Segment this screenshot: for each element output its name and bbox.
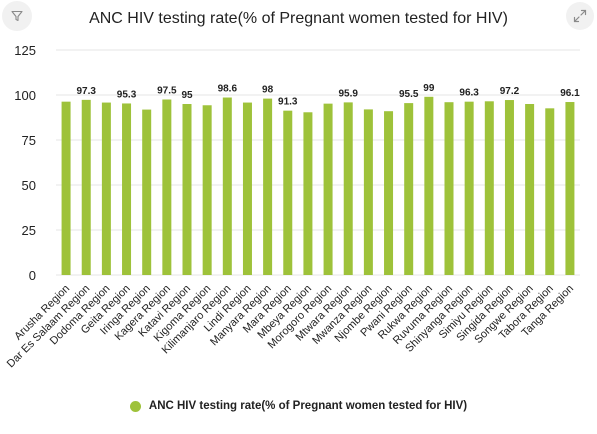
- bar[interactable]: [61, 101, 71, 275]
- data-labels: 97.3 95.3 97.5 95 98.6 98 91.3 95.9 95.5 99 96.3 97…: [76, 83, 580, 108]
- y-axis-ticks: 0 25 50 75 100 125: [14, 43, 36, 283]
- data-label: 97.3: [76, 86, 96, 97]
- bar[interactable]: [444, 102, 454, 275]
- filter-button[interactable]: [2, 1, 32, 31]
- expand-button[interactable]: [566, 2, 594, 30]
- bar[interactable]: [565, 102, 575, 276]
- y-tick-label: 125: [14, 43, 36, 58]
- chart-title: ANC HIV testing rate(% of Pregnant women…: [89, 10, 508, 27]
- data-label: 96.1: [560, 88, 580, 99]
- bar[interactable]: [283, 110, 293, 275]
- bar[interactable]: [424, 96, 434, 275]
- data-label: 97.5: [157, 86, 177, 97]
- bar[interactable]: [182, 104, 192, 275]
- bar[interactable]: [242, 102, 252, 275]
- data-label: 98.6: [218, 84, 238, 95]
- y-tick-label: 75: [22, 133, 36, 148]
- legend-label: ANC HIV testing rate(% of Pregnant women…: [148, 400, 468, 412]
- bar[interactable]: [484, 101, 494, 275]
- bar[interactable]: [404, 103, 414, 275]
- y-tick-label: 100: [14, 88, 36, 103]
- bar[interactable]: [81, 99, 91, 275]
- bar[interactable]: [525, 104, 535, 275]
- data-label: 96.3: [459, 88, 479, 99]
- bar[interactable]: [545, 108, 555, 275]
- data-label: 95.9: [338, 88, 358, 99]
- bar[interactable]: [122, 103, 132, 276]
- bar[interactable]: [504, 100, 514, 275]
- bar[interactable]: [222, 97, 232, 276]
- legend-swatch: [129, 400, 141, 412]
- bars: [61, 96, 575, 276]
- bar[interactable]: [142, 109, 152, 275]
- grid-lines: [56, 49, 580, 276]
- bar[interactable]: [202, 105, 212, 275]
- bar[interactable]: [263, 98, 273, 275]
- data-label: 95.3: [117, 89, 137, 100]
- legend[interactable]: ANC HIV testing rate(% of Pregnant women…: [0, 400, 597, 412]
- bar[interactable]: [464, 101, 474, 275]
- y-tick-label: 0: [29, 268, 36, 283]
- bar[interactable]: [363, 109, 373, 276]
- data-label: 91.3: [278, 97, 298, 108]
- bar[interactable]: [384, 111, 394, 275]
- bar[interactable]: [343, 102, 353, 275]
- data-label: 99: [423, 83, 435, 94]
- filter-icon: [11, 10, 23, 22]
- bar[interactable]: [162, 99, 172, 276]
- bar[interactable]: [101, 102, 111, 275]
- data-label: 95: [181, 90, 193, 101]
- data-label: 95.5: [399, 89, 419, 100]
- y-tick-label: 25: [22, 223, 36, 238]
- expand-icon: [573, 9, 587, 23]
- y-tick-label: 50: [22, 178, 36, 193]
- bar[interactable]: [303, 112, 313, 275]
- data-label: 98: [262, 85, 274, 96]
- data-label: 97.2: [500, 86, 520, 97]
- bar[interactable]: [323, 103, 333, 275]
